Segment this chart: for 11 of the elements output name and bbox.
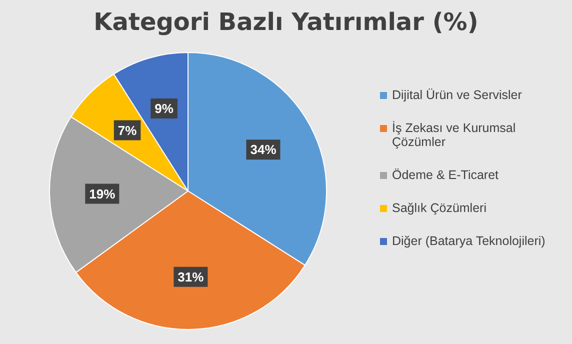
legend-label: İş Zekası ve Kurumsal Çözümler <box>392 121 517 149</box>
data-label: 19% <box>89 186 116 202</box>
legend-label: Ödeme & E-Ticaret <box>392 168 499 182</box>
legend-label: Sağlık Çözümleri <box>392 201 486 215</box>
legend-label: Dijital Ürün ve Servisler <box>392 88 522 102</box>
data-label: 34% <box>250 142 277 158</box>
data-label: 7% <box>118 122 138 138</box>
legend-label: Diğer (Batarya Teknolojileri) <box>392 234 546 248</box>
data-label: 9% <box>154 101 174 116</box>
chart-title: Kategori Bazlı Yatırımlar (%) <box>92 8 480 36</box>
data-label: 31% <box>178 269 204 284</box>
